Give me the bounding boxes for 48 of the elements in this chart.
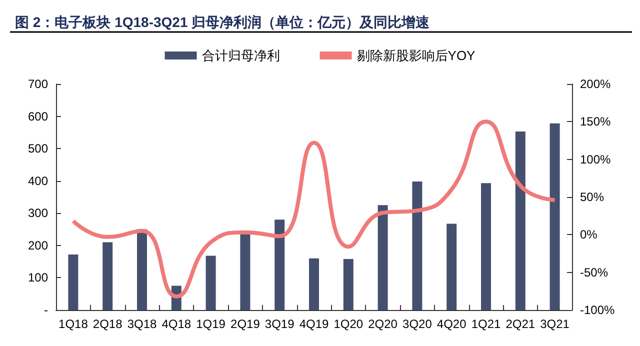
x-tick-label: 1Q18 (58, 317, 88, 331)
y-tick-label: 400 (28, 174, 48, 188)
y2-tick-label: 0% (580, 228, 598, 242)
chart-title: 图 2：电子板块 1Q18-3Q21 归母净利润（单位：亿元）及同比增速 (15, 14, 431, 30)
bar (446, 224, 457, 310)
x-tick-label: 2Q20 (368, 317, 398, 331)
bar (515, 131, 526, 310)
x-tick-label: 1Q21 (471, 317, 501, 331)
bar (102, 242, 113, 310)
y2-tick-label: 50% (580, 190, 604, 204)
y2-tick-label: -100% (580, 303, 616, 317)
x-tick-label: 3Q18 (127, 317, 157, 331)
bar (412, 182, 422, 310)
y2-tick-label: 150% (580, 114, 612, 129)
bar (68, 254, 78, 310)
bar (309, 258, 319, 310)
bar (240, 232, 250, 310)
legend-label: 合计归母净利 (202, 48, 280, 63)
x-tick-label: 1Q19 (196, 317, 226, 331)
y2-tick-label: -50% (580, 265, 608, 280)
x-tick-label: 4Q20 (436, 317, 467, 331)
y-tick-label: - (44, 303, 48, 317)
x-tick-label: 1Q20 (334, 317, 364, 331)
bar (378, 205, 388, 310)
bar (550, 123, 560, 310)
bar (206, 256, 216, 310)
x-tick-label: 2Q18 (92, 317, 123, 331)
x-tick-label: 2Q21 (506, 317, 536, 331)
bar (343, 258, 354, 310)
y-tick-label: 700 (28, 77, 48, 91)
y-tick-label: 100 (28, 270, 48, 285)
y-tick-label: 200 (28, 238, 48, 252)
x-tick-label: 4Q18 (162, 317, 192, 331)
x-tick-label: 3Q21 (540, 317, 570, 331)
x-tick-label: 3Q19 (264, 317, 295, 331)
x-tick-label: 4Q19 (299, 317, 329, 331)
bar (137, 229, 147, 310)
y-tick-label: 500 (28, 142, 48, 156)
line-series (71, 120, 557, 298)
x-tick-label: 3Q20 (402, 317, 432, 331)
y2-tick-label: 100% (580, 152, 612, 166)
bar (481, 183, 491, 310)
legend-label: 剔除新股影响后YOY (356, 48, 476, 63)
bar (274, 220, 285, 310)
x-tick-label: 2Q19 (230, 317, 260, 331)
y-tick-label: 600 (28, 109, 48, 124)
y2-tick-label: 200% (580, 77, 612, 91)
y-tick-label: 300 (28, 206, 48, 220)
